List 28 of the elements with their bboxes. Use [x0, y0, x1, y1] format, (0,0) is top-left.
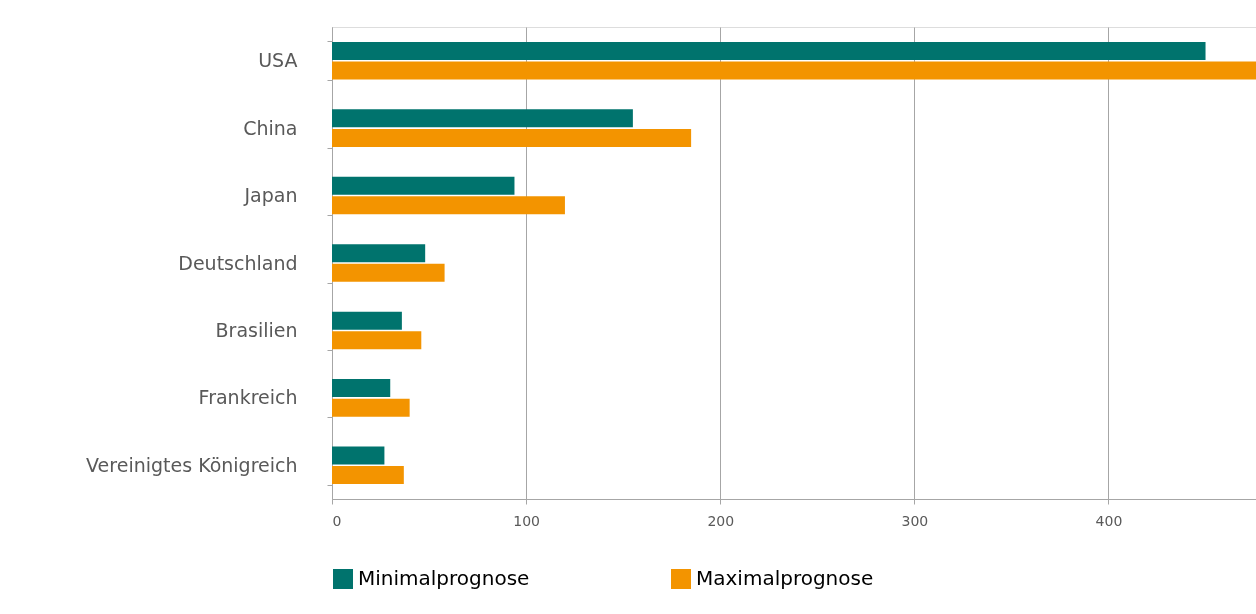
x-tick-label: 100 [513, 512, 540, 529]
bar [332, 128, 692, 147]
bar [332, 263, 445, 282]
bar [332, 109, 633, 128]
bar [332, 379, 391, 398]
x-tick-label: 0 [332, 512, 342, 529]
bar [332, 41, 1206, 60]
x-tick-label: 300 [901, 512, 929, 529]
x-tick-label: 200 [707, 512, 735, 529]
y-tick-label: Vereinigtes Königreich [86, 453, 298, 476]
x-tick-label: 400 [1095, 512, 1123, 529]
bar [332, 196, 565, 215]
bar [332, 466, 404, 485]
bar [332, 331, 422, 350]
bar [332, 176, 515, 195]
y-tick-label: Brasilien [215, 318, 298, 341]
bar [332, 61, 1256, 80]
bar [332, 446, 385, 465]
y-tick-label: Deutschland [178, 251, 298, 274]
legend-label: Minimalprognose [358, 566, 530, 590]
bar [332, 244, 426, 263]
bar [332, 311, 402, 330]
legend-label: Maximalprognose [696, 566, 874, 590]
y-tick-label: China [243, 116, 298, 139]
bar [332, 398, 410, 417]
y-tick-label: Japan [243, 184, 298, 207]
y-tick-label: Frankreich [198, 386, 298, 409]
y-tick-label: USA [258, 49, 298, 72]
